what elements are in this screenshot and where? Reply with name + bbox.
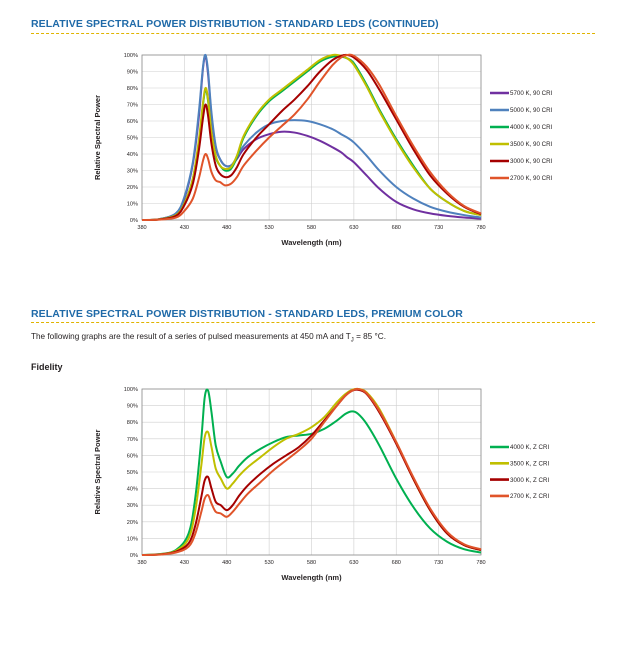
- y-tick-label: 30%: [127, 503, 138, 509]
- y-tick-label: 60%: [127, 453, 138, 459]
- chart-legend: 5700 K, 90 CRI 5000 K, 90 CRI 4000 K, 90 C…: [490, 90, 553, 182]
- intro-text: The following graphs are the result of a…: [31, 332, 386, 344]
- legend-label: 5000 K, 90 CRI: [510, 107, 553, 114]
- plot-frame: [141, 54, 482, 221]
- x-tick-label: 480: [222, 225, 231, 231]
- y-tick-label: 70%: [127, 437, 138, 443]
- x-tick-label: 430: [180, 225, 189, 231]
- y-tick-label: 20%: [127, 520, 138, 526]
- y-axis-title: Relative Spectral Power: [93, 429, 102, 514]
- series-line-3: [141, 53, 482, 221]
- section-title-premium: RELATIVE SPECTRAL POWER DISTRIBUTION - S…: [31, 308, 463, 320]
- section-divider: [31, 322, 595, 323]
- x-tick-label: 680: [392, 225, 401, 231]
- legend-label: 3500 K, Z CRI: [510, 461, 549, 468]
- x-tick-label: 380: [137, 560, 146, 566]
- y-tick-label: 60%: [127, 119, 138, 125]
- y-tick-label: 100%: [124, 53, 138, 59]
- chart-legend: 4000 K, Z CRI 3500 K, Z CRI 3000 K, Z CRI 2…: [490, 444, 549, 500]
- x-tick-label: 730: [434, 560, 443, 566]
- legend-label: 4000 K, 90 CRI: [510, 124, 553, 131]
- intro-suffix: = 85 °C.: [353, 332, 386, 341]
- x-tick-label: 630: [349, 560, 358, 566]
- x-tick-label: 530: [264, 560, 273, 566]
- y-tick-label: 40%: [127, 487, 138, 493]
- x-axis-title: Wavelength (nm): [281, 573, 342, 582]
- section-divider: [31, 33, 595, 34]
- y-tick-label: 70%: [127, 103, 138, 109]
- y-tick-label: 20%: [127, 185, 138, 191]
- x-tick-label: 580: [307, 560, 316, 566]
- y-tick-label: 80%: [127, 86, 138, 92]
- x-tick-label: 530: [264, 225, 273, 231]
- y-tick-label: 10%: [127, 202, 138, 208]
- y-tick-label: 50%: [127, 136, 138, 142]
- legend-label: 2700 K, Z CRI: [510, 493, 549, 500]
- intro-prefix: The following graphs are the result of a…: [31, 332, 351, 341]
- series-line-5: [141, 53, 482, 221]
- legend-label: 3000 K, 90 CRI: [510, 158, 553, 165]
- x-tick-label: 680: [392, 560, 401, 566]
- y-axis-title: Relative Spectral Power: [93, 95, 102, 180]
- series-line-0: [141, 388, 482, 556]
- y-tick-label: 0%: [130, 553, 138, 559]
- legend-label: 3500 K, 90 CRI: [510, 141, 553, 148]
- fidelity-heading: Fidelity: [31, 362, 63, 372]
- y-tick-label: 90%: [127, 70, 138, 76]
- x-tick-label: 780: [476, 560, 485, 566]
- y-tick-label: 30%: [127, 169, 138, 175]
- legend-label: 4000 K, Z CRI: [510, 444, 549, 451]
- y-tick-label: 80%: [127, 420, 138, 426]
- spd-chart-standard-leds: 0% 10% 20% 30% 40% 50% 60% 70% 80% 90% 100% 380 430 4…: [93, 53, 553, 247]
- series-line-4: [141, 53, 482, 221]
- spd-chart-premium-color: 0% 10% 20% 30% 40% 50% 60% 70% 80% 90% 100% 380 430 4…: [93, 387, 549, 582]
- x-tick-label: 580: [307, 225, 316, 231]
- intro-subscript: J: [350, 337, 354, 344]
- y-tick-label: 10%: [127, 536, 138, 542]
- y-tick-label: 90%: [127, 404, 138, 410]
- series-line-1: [141, 53, 482, 221]
- y-tick-label: 100%: [124, 387, 138, 393]
- plot-frame: [141, 388, 482, 556]
- x-tick-label: 380: [137, 225, 146, 231]
- y-tick-label: 40%: [127, 152, 138, 158]
- x-tick-label: 630: [349, 225, 358, 231]
- y-tick-label: 0%: [130, 218, 138, 224]
- legend-label: 5700 K, 90 CRI: [510, 90, 553, 97]
- x-tick-label: 430: [180, 560, 189, 566]
- x-axis-title: Wavelength (nm): [281, 238, 342, 247]
- x-tick-label: 480: [222, 560, 231, 566]
- plot-grid: [141, 388, 482, 556]
- x-tick-label: 730: [434, 225, 443, 231]
- section-title-standard: RELATIVE SPECTRAL POWER DISTRIBUTION - S…: [31, 18, 439, 30]
- x-tick-label: 780: [476, 225, 485, 231]
- legend-label: 3000 K, Z CRI: [510, 477, 549, 484]
- legend-label: 2700 K, 90 CRI: [510, 175, 553, 182]
- y-tick-label: 50%: [127, 470, 138, 476]
- series-line-3: [141, 387, 482, 556]
